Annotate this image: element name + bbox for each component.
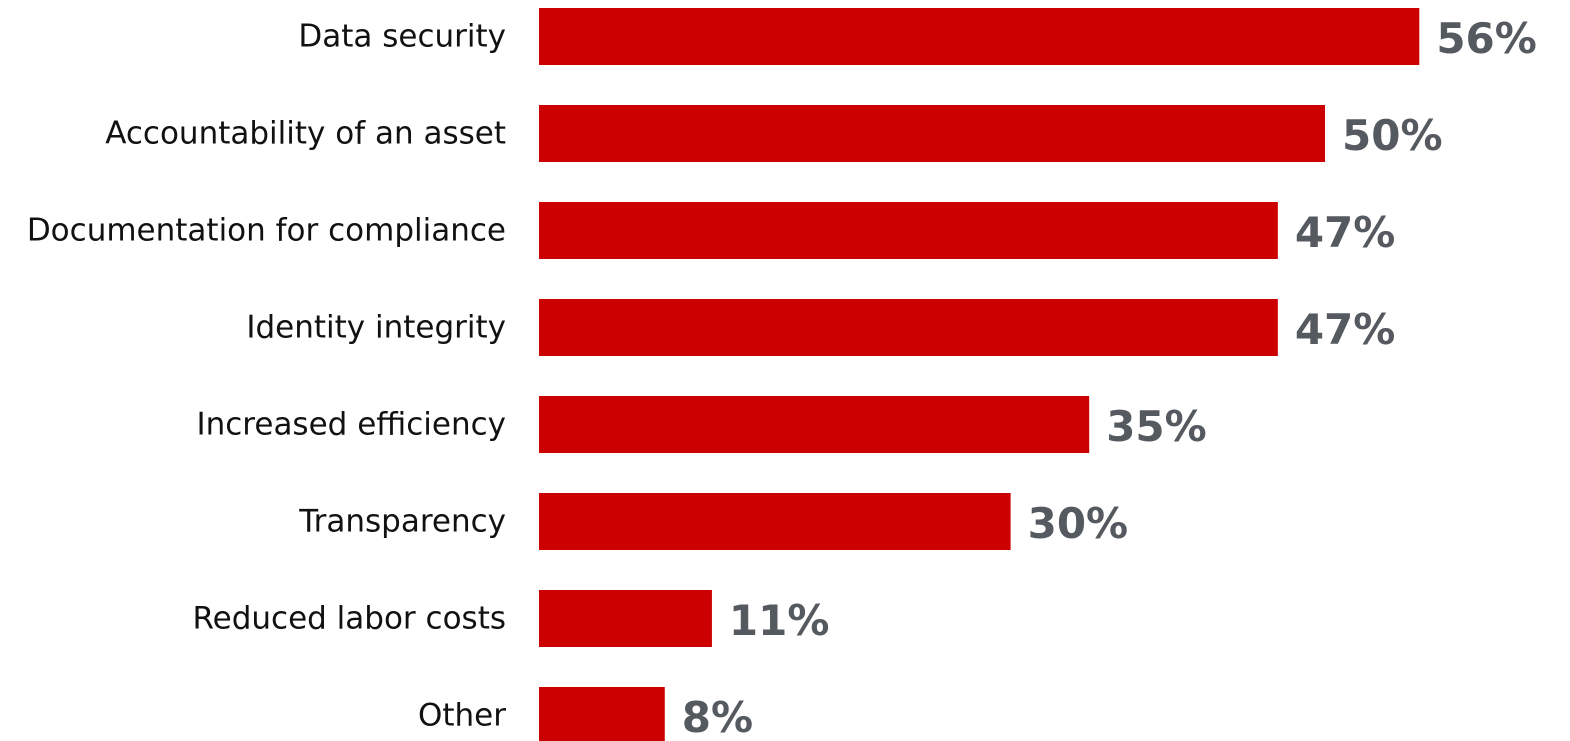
category-label: Data security — [298, 19, 506, 55]
value-label: 56% — [1436, 14, 1537, 63]
category-label: Transparency — [298, 504, 506, 540]
category-label: Reduced labor costs — [192, 601, 506, 637]
category-label: Identity integrity — [246, 310, 506, 346]
value-label: 8% — [682, 693, 753, 741]
value-label: 47% — [1295, 208, 1396, 257]
bar — [539, 590, 712, 647]
value-label: 50% — [1342, 111, 1443, 160]
bar — [539, 202, 1278, 259]
bar — [539, 687, 665, 741]
bar — [539, 493, 1011, 550]
value-label: 47% — [1295, 305, 1396, 354]
bar — [539, 105, 1325, 162]
bar — [539, 299, 1278, 356]
category-label: Increased efficiency — [196, 407, 506, 443]
category-label: Other — [418, 698, 506, 734]
category-label: Accountability of an asset — [105, 116, 506, 152]
bar — [539, 8, 1420, 65]
value-label: 30% — [1028, 499, 1129, 548]
category-label: Documentation for compliance — [27, 213, 506, 249]
value-label: 11% — [729, 596, 830, 645]
bar — [539, 396, 1090, 453]
value-label: 35% — [1106, 402, 1207, 451]
